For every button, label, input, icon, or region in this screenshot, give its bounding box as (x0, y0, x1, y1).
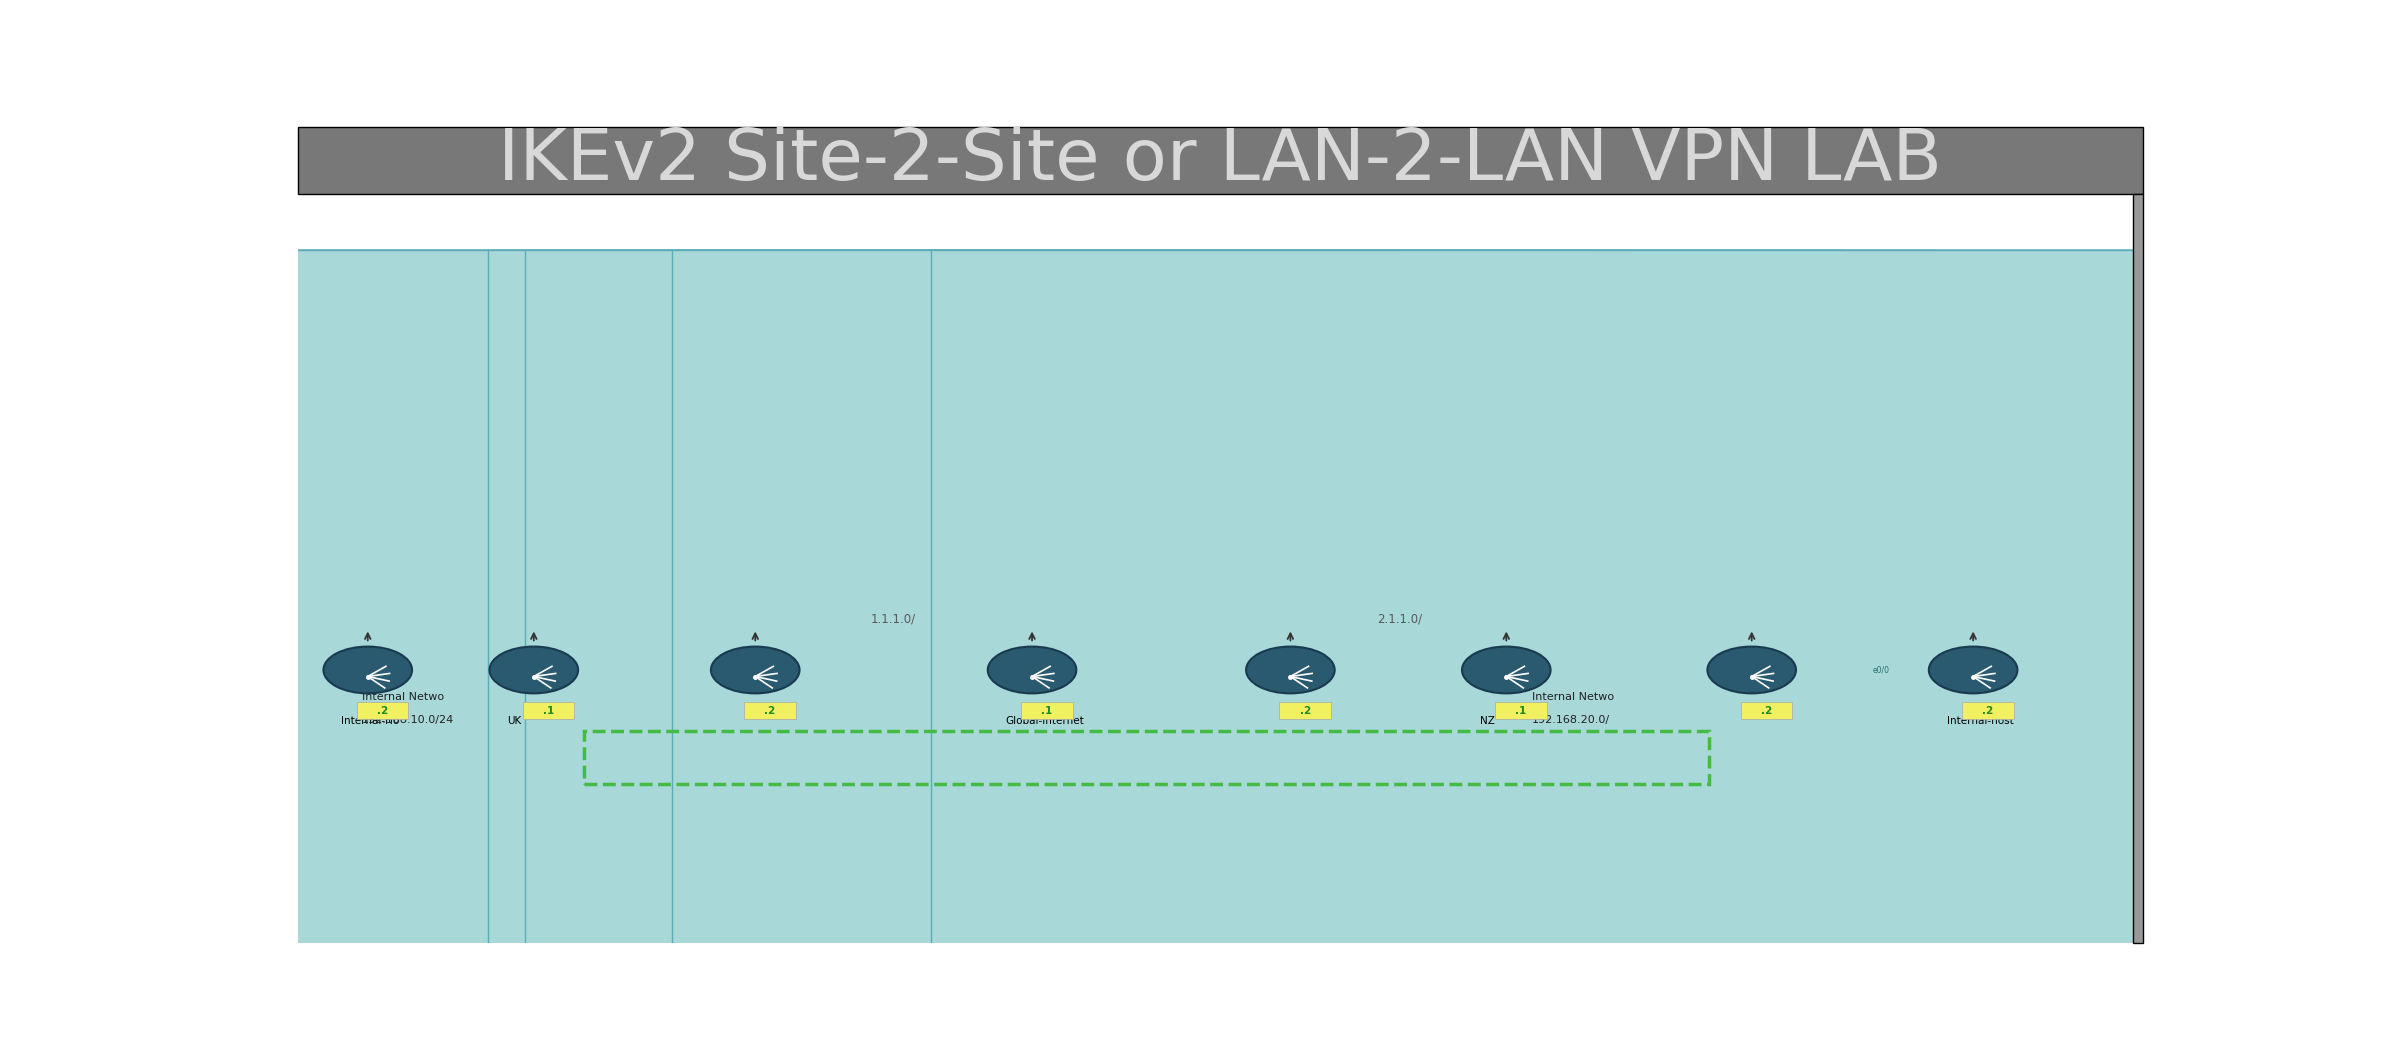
Text: Internal-Ho: Internal-Ho (340, 717, 400, 726)
FancyBboxPatch shape (36, 250, 1936, 1060)
Text: .2: .2 (1762, 706, 1771, 716)
FancyBboxPatch shape (745, 702, 795, 720)
Text: e0/2: e0/2 (886, 666, 902, 674)
Text: 2.1.1.0/: 2.1.1.0/ (1376, 612, 1421, 625)
FancyBboxPatch shape (671, 250, 2381, 1060)
Text: 192.168.10.0/24: 192.168.10.0/24 (362, 714, 455, 725)
Text: 192.168.20.0/: 192.168.20.0/ (1531, 714, 1610, 725)
Text: e0/0: e0/0 (979, 666, 995, 674)
Text: e0/1: e0/1 (636, 666, 652, 674)
Text: .1: .1 (543, 706, 555, 716)
Text: e0/1: e0/1 (1614, 666, 1631, 674)
FancyBboxPatch shape (0, 250, 1595, 1060)
Text: .2: .2 (764, 706, 776, 716)
Ellipse shape (1707, 647, 1795, 693)
Text: .2: .2 (1300, 706, 1312, 716)
Text: Internal Netwo: Internal Netwo (362, 692, 445, 702)
FancyBboxPatch shape (1524, 523, 2069, 747)
FancyBboxPatch shape (0, 250, 1631, 1060)
Text: IKEv2 Site-2-Site or LAN-2-LAN VPN LAB: IKEv2 Site-2-Site or LAN-2-LAN VPN LAB (498, 126, 1943, 195)
Text: Internal-host: Internal-host (1948, 717, 2014, 726)
FancyBboxPatch shape (524, 702, 574, 720)
FancyBboxPatch shape (488, 250, 2381, 1060)
FancyBboxPatch shape (267, 250, 2167, 1060)
FancyBboxPatch shape (0, 250, 1843, 1060)
Text: e0/0: e0/0 (1207, 666, 1226, 674)
FancyBboxPatch shape (357, 702, 410, 720)
FancyBboxPatch shape (1495, 702, 1548, 720)
Text: NZ: NZ (1479, 717, 1495, 726)
Text: .2: .2 (376, 706, 388, 716)
Text: Internal Netwo: Internal Netwo (1531, 692, 1614, 702)
FancyBboxPatch shape (1962, 702, 2014, 720)
FancyBboxPatch shape (714, 523, 1524, 747)
Text: e0/0: e0/0 (1171, 666, 1188, 674)
Ellipse shape (712, 647, 800, 693)
Text: Global-Internet: Global-Internet (1005, 717, 1083, 726)
Text: .1: .1 (1040, 706, 1052, 716)
Ellipse shape (324, 647, 412, 693)
Text: e0/0: e0/0 (443, 666, 460, 674)
Ellipse shape (1462, 647, 1550, 693)
Text: e0/0: e0/0 (1429, 666, 1448, 674)
FancyBboxPatch shape (352, 523, 714, 747)
Text: e0/0: e0/0 (674, 666, 690, 674)
Ellipse shape (1929, 647, 2017, 693)
Text: UK: UK (507, 717, 521, 726)
FancyBboxPatch shape (1279, 702, 1331, 720)
Text: .2: .2 (1983, 706, 1993, 716)
FancyBboxPatch shape (2133, 194, 2143, 943)
Ellipse shape (490, 647, 579, 693)
FancyBboxPatch shape (524, 250, 2381, 1060)
FancyBboxPatch shape (931, 250, 2381, 1060)
Text: e0/1: e0/1 (1467, 666, 1483, 674)
FancyBboxPatch shape (0, 250, 1400, 1060)
FancyBboxPatch shape (298, 127, 2143, 194)
FancyBboxPatch shape (1021, 702, 1071, 720)
Ellipse shape (988, 647, 1076, 693)
Text: 1.1.1.0/: 1.1.1.0/ (871, 612, 917, 625)
Text: e0/0: e0/0 (1871, 666, 1891, 674)
FancyBboxPatch shape (1741, 702, 1793, 720)
Text: .1: .1 (1514, 706, 1526, 716)
FancyBboxPatch shape (229, 250, 2131, 1060)
Ellipse shape (1245, 647, 1336, 693)
